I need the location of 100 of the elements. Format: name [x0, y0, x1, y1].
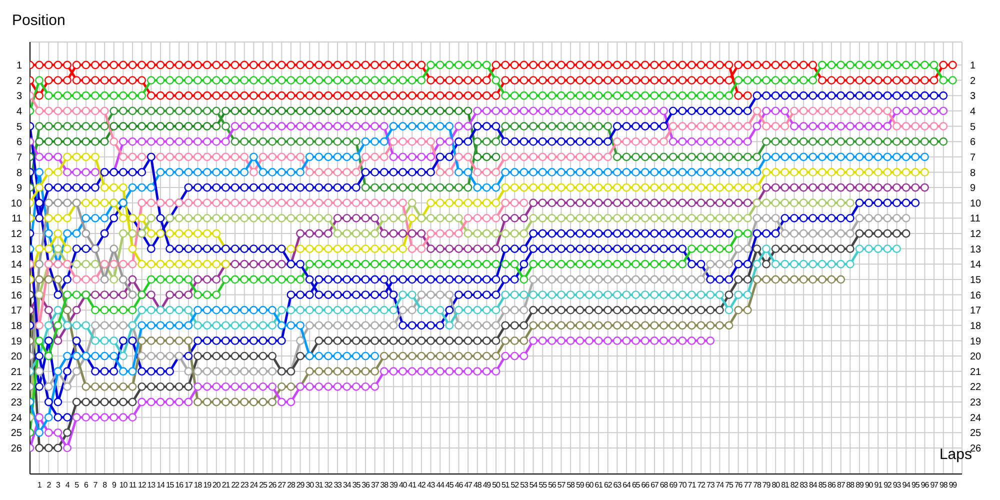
point: [473, 214, 482, 222]
point: [119, 367, 128, 376]
y-tick-label: 25: [10, 428, 22, 440]
y-tick-label: 18: [10, 320, 22, 332]
point: [436, 229, 444, 238]
point: [445, 229, 454, 238]
x-tick-label: 74: [716, 480, 725, 490]
point: [63, 198, 72, 208]
x-tick-label: 70: [678, 480, 688, 490]
x-tick-label: 35: [352, 480, 362, 490]
x-tick-label: 62: [604, 480, 613, 490]
point: [194, 198, 202, 208]
point: [128, 367, 137, 376]
y2-tick-label: 21: [970, 366, 982, 378]
y-tick-label: 5: [16, 122, 22, 133]
y-tick-label: 9: [16, 183, 22, 194]
point: [202, 198, 212, 208]
point: [54, 229, 62, 238]
point: [63, 152, 72, 162]
point: [445, 106, 454, 116]
point: [44, 198, 53, 208]
point: [156, 260, 165, 268]
point: [110, 352, 118, 360]
x-tick-label: 45: [446, 480, 454, 490]
point: [35, 137, 44, 146]
y2-tick-label: 16: [970, 290, 982, 302]
point: [110, 260, 118, 268]
x-tick-label: 20: [212, 480, 222, 490]
point: [510, 198, 519, 208]
point: [370, 198, 380, 208]
point: [277, 198, 286, 208]
point: [464, 214, 472, 222]
x-tick-label: 84: [809, 480, 818, 490]
point: [482, 152, 491, 162]
point: [54, 413, 62, 422]
x-tick-label: 40: [398, 480, 408, 490]
point: [268, 106, 277, 116]
point: [110, 183, 118, 192]
y2-tick-label: 25: [970, 428, 982, 440]
x-tick-label: 3: [56, 480, 62, 490]
x-tick-label: 13: [147, 480, 156, 490]
x-tick-label: 99: [948, 480, 958, 490]
point: [398, 198, 407, 208]
y2-tick-label: 12: [970, 229, 982, 240]
x-tick-label: 65: [632, 480, 641, 490]
point: [100, 183, 109, 192]
point: [370, 106, 380, 116]
point: [436, 106, 444, 116]
point: [202, 260, 212, 268]
point: [230, 106, 240, 116]
x-tick-label: 44: [436, 480, 446, 490]
y2-tick-label: 23: [970, 398, 982, 409]
y-tick-label: 11: [12, 214, 22, 225]
x-tick-label: 50: [492, 480, 501, 490]
x-axis-title: Laps: [939, 446, 972, 463]
point: [82, 275, 90, 284]
y2-tick-label: 24: [970, 412, 982, 424]
point: [138, 198, 146, 208]
x-tick-label: 87: [836, 480, 846, 490]
point: [324, 352, 332, 360]
y-tick-label: 1: [16, 60, 22, 72]
x-tick-label: 26: [268, 480, 278, 490]
x-tick-label: 37: [370, 480, 380, 490]
x-tick-label: 8: [102, 480, 108, 490]
point: [156, 122, 165, 130]
x-tick-label: 21: [222, 480, 231, 490]
point: [166, 260, 174, 268]
point: [286, 198, 296, 208]
point: [258, 306, 268, 314]
y2-tick-label: 15: [970, 274, 982, 286]
x-tick-label: 58: [566, 480, 576, 490]
point: [361, 352, 370, 360]
point: [258, 106, 268, 116]
point: [72, 275, 81, 284]
y-tick-label: 21: [10, 366, 22, 378]
point: [184, 198, 193, 208]
point: [342, 106, 352, 116]
point: [128, 122, 137, 130]
point: [398, 106, 407, 116]
point: [119, 275, 128, 284]
point: [296, 198, 304, 208]
point: [72, 152, 81, 162]
point: [212, 306, 221, 314]
y2-tick-label: 18: [970, 320, 982, 332]
point: [380, 198, 388, 208]
x-tick-label: 49: [482, 480, 492, 490]
point: [352, 352, 360, 360]
x-tick-label: 10: [119, 480, 128, 490]
point: [35, 183, 44, 192]
x-tick-label: 90: [864, 480, 874, 490]
point: [212, 198, 221, 208]
y2-tick-label: 11: [970, 214, 981, 225]
point: [222, 198, 230, 208]
point: [482, 214, 491, 222]
point: [202, 306, 212, 314]
x-tick-label: 53: [520, 480, 529, 490]
x-tick-label: 39: [390, 480, 398, 490]
x-tick-label: 77: [744, 480, 753, 490]
x-tick-label: 11: [128, 480, 138, 490]
x-tick-label: 55: [538, 480, 548, 490]
